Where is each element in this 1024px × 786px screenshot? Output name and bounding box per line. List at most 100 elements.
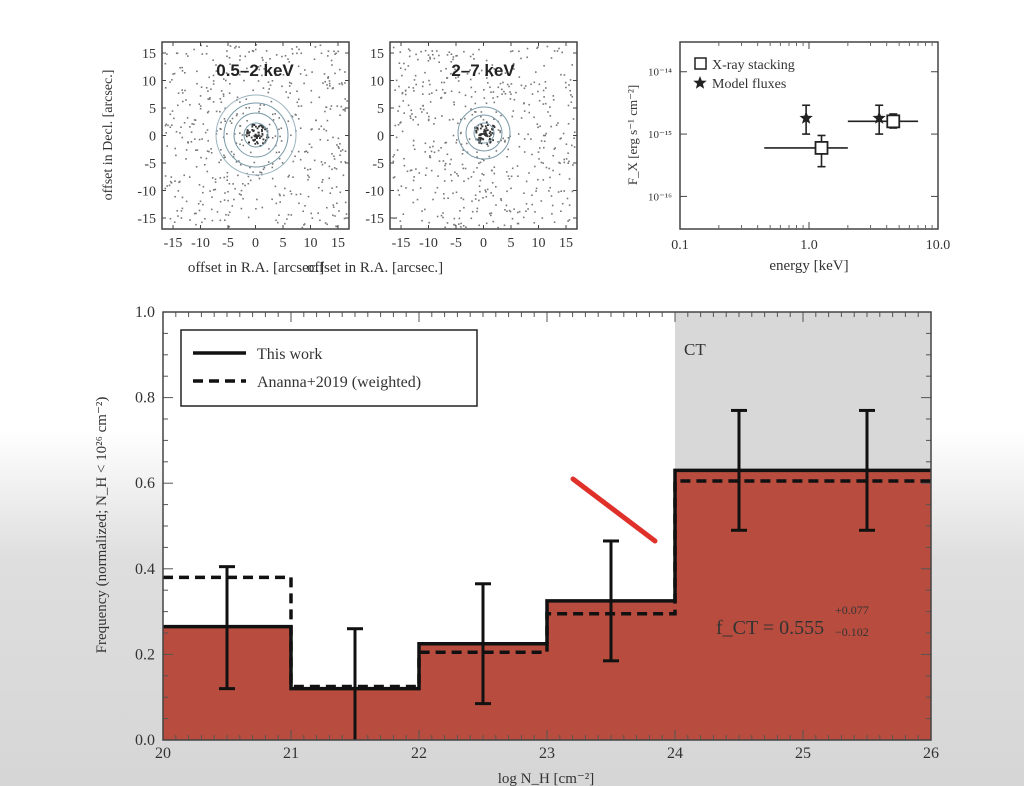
count-dot	[332, 206, 335, 208]
count-dot	[502, 81, 504, 84]
count-dot	[453, 217, 456, 220]
count-dot	[475, 129, 478, 132]
count-dot	[421, 111, 423, 113]
count-dot	[488, 135, 491, 138]
count-dot	[216, 130, 218, 132]
x-tick-label: 21	[283, 745, 299, 762]
count-dot	[288, 85, 291, 87]
count-dot	[279, 201, 281, 203]
count-dot	[230, 122, 233, 124]
count-dot	[262, 138, 265, 141]
count-dot	[185, 99, 187, 101]
count-dot	[263, 166, 266, 169]
count-dot	[455, 141, 458, 144]
count-dot	[218, 161, 220, 164]
count-dot	[260, 171, 263, 174]
count-dot	[412, 87, 415, 89]
count-dot	[407, 104, 410, 107]
count-dot	[402, 100, 404, 102]
count-dot	[485, 134, 487, 137]
count-dot	[235, 45, 237, 48]
count-dot	[212, 80, 215, 82]
count-dot	[319, 138, 322, 141]
count-dot	[401, 91, 404, 94]
y-tick-label: 0.2	[135, 646, 155, 663]
count-dot	[510, 50, 512, 53]
count-dot	[340, 161, 342, 163]
count-dot	[403, 62, 405, 65]
count-dot	[248, 106, 251, 109]
count-dot	[329, 108, 332, 110]
count-dot	[503, 90, 505, 93]
count-dot	[561, 51, 563, 54]
count-dot	[470, 108, 472, 110]
count-dot	[558, 161, 560, 164]
count-dot	[311, 128, 313, 130]
fct-annotation: f_CT = 0.555 +0.077 −0.102	[716, 603, 869, 639]
count-dot	[485, 121, 488, 124]
count-dot	[310, 212, 312, 215]
count-dot	[183, 122, 186, 124]
count-dot	[207, 140, 209, 142]
count-dot	[236, 113, 238, 115]
count-dot	[255, 208, 257, 210]
count-dot	[259, 171, 261, 173]
count-dot	[264, 128, 266, 131]
count-dot	[329, 192, 332, 194]
count-dot	[214, 178, 217, 181]
count-dot	[535, 187, 538, 190]
panel-flux-energy: 0.1 1.0 10.0 10⁻¹⁴ 10⁻¹⁵ 10⁻¹⁶ X-ray stacking…	[625, 41, 950, 274]
x-tick-label: 0	[252, 236, 259, 251]
count-dot	[341, 83, 344, 86]
count-dot	[476, 167, 478, 169]
y-tick-label: -15	[137, 212, 156, 227]
count-dot	[452, 56, 455, 58]
y-tick-label: 0.4	[135, 561, 155, 578]
count-dot	[542, 162, 544, 164]
count-dot	[257, 66, 260, 68]
count-dot	[476, 207, 479, 210]
count-dot	[235, 161, 238, 163]
count-dot	[552, 154, 554, 157]
count-dot	[174, 195, 176, 198]
count-dot	[184, 72, 186, 74]
count-dot	[169, 180, 172, 183]
count-dot	[185, 158, 187, 160]
count-dot	[520, 84, 523, 87]
count-dot	[325, 106, 327, 109]
count-dot	[495, 150, 498, 152]
count-dot	[412, 139, 415, 142]
x-tick-label: -15	[392, 236, 411, 251]
count-dot	[408, 86, 410, 89]
count-dot	[504, 139, 506, 142]
count-dot	[196, 82, 198, 85]
count-dot	[457, 76, 460, 78]
count-dot	[195, 223, 197, 226]
y-tick-label: 0.8	[135, 390, 155, 407]
count-dot	[488, 132, 491, 135]
count-dot	[231, 205, 234, 207]
panel-hard-title: 2–7 keV	[451, 61, 515, 80]
count-dot	[495, 111, 498, 113]
count-dot	[206, 150, 209, 152]
count-dot	[308, 143, 311, 145]
count-dot	[327, 139, 329, 142]
count-dot	[457, 122, 459, 125]
count-dot	[533, 81, 536, 84]
x-tick-label: -10	[191, 236, 210, 251]
count-dot	[474, 102, 477, 105]
count-dot	[453, 223, 455, 226]
count-dot	[509, 210, 512, 213]
count-dot	[339, 68, 341, 71]
count-dot	[240, 207, 243, 210]
count-dot	[553, 50, 556, 52]
count-dot	[342, 108, 345, 111]
histogram-errorbars	[219, 408, 875, 740]
count-dot	[241, 139, 243, 141]
count-dot	[462, 225, 465, 227]
count-dot	[262, 168, 265, 171]
count-dot	[197, 203, 200, 205]
count-dot	[395, 79, 398, 82]
count-dot	[171, 110, 174, 112]
count-dot	[543, 65, 545, 67]
